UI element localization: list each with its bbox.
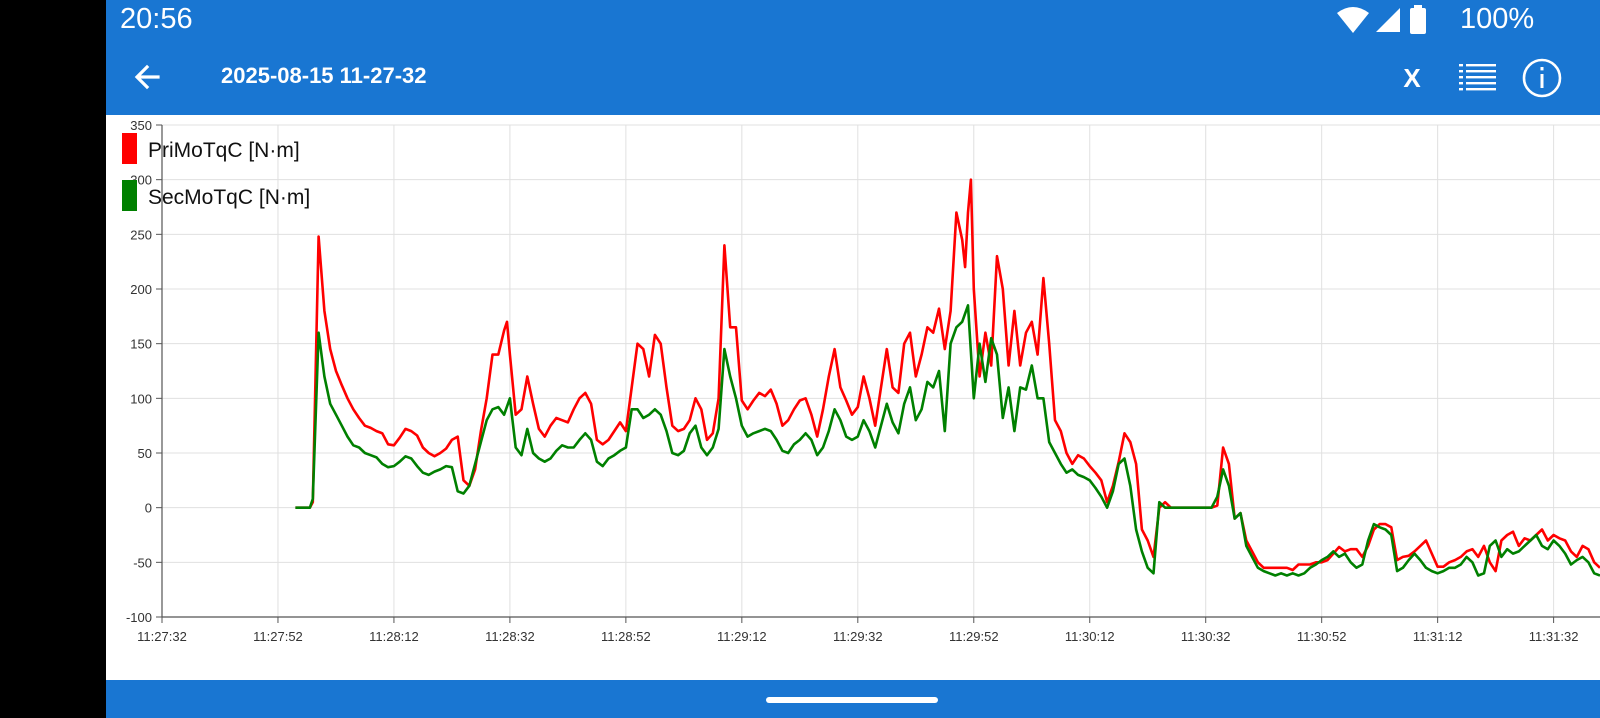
- x-tick-label: 11:28:32: [485, 629, 535, 644]
- grid: [161, 124, 1600, 618]
- info-button[interactable]: [1520, 56, 1564, 100]
- x-tick-label: 11:27:32: [137, 629, 187, 644]
- x-tick-label: 11:28:12: [369, 629, 419, 644]
- series-lines: [295, 178, 1600, 577]
- x-tick-label: 11:30:12: [1065, 629, 1115, 644]
- x-tick-label: 11:30:32: [1181, 629, 1231, 644]
- status-time: 20:56: [120, 3, 193, 35]
- x-tick-label: 11:30:52: [1297, 629, 1347, 644]
- list-button[interactable]: [1456, 56, 1500, 100]
- axes: [156, 124, 1600, 623]
- app-window: 20:56 100% 2025-08-15 11-27-32 X: [106, 0, 1600, 718]
- list-icon: [1459, 64, 1496, 91]
- x-tick-labels: 11:27:32 11:27:52 11:28:12 11:28:32 11:28:52…: [137, 629, 1578, 644]
- arrow-back-icon: [134, 64, 160, 90]
- y-tick-label: 250: [130, 227, 152, 242]
- x-tick-label: 11:31:32: [1529, 629, 1579, 644]
- y-tick-label: 50: [138, 446, 152, 461]
- y-tick-label: 200: [130, 282, 152, 297]
- legend-label: PriMoTqC [N·m]: [148, 139, 300, 162]
- cell-signal-icon: [1376, 8, 1400, 32]
- toolbar: 2025-08-15 11-27-32 X: [106, 40, 1600, 115]
- y-tick-label: 100: [130, 391, 152, 406]
- back-button[interactable]: [126, 55, 170, 99]
- legend-swatch: [122, 180, 137, 211]
- y-tick-label: 350: [130, 118, 152, 133]
- legend-swatch: [122, 133, 137, 164]
- x-axis-button[interactable]: X: [1403, 63, 1421, 93]
- series-line-1: [295, 178, 1600, 573]
- battery-icon: [1410, 5, 1426, 34]
- x-tick-label: 11:29:52: [949, 629, 999, 644]
- page-title: 2025-08-15 11-27-32: [221, 63, 427, 88]
- x-tick-label: 11:29:32: [833, 629, 883, 644]
- battery-percent: 100%: [1460, 3, 1535, 35]
- chart-area[interactable]: -100 -50 0 50 100 150 200 250 300 350 11:27:32 11:…: [106, 115, 1600, 680]
- series-line-2: [295, 304, 1600, 577]
- y-tick-label: -50: [133, 555, 152, 570]
- legend: PriMoTqC [N·m] SecMoTqC [N·m]: [122, 133, 310, 211]
- wifi-icon: [1337, 7, 1369, 33]
- info-icon: [1522, 58, 1562, 98]
- x-tick-label: 11:28:52: [601, 629, 651, 644]
- x-tick-label: 11:31:12: [1413, 629, 1463, 644]
- y-tick-label: 0: [145, 501, 152, 516]
- y-tick-label: 150: [130, 337, 152, 352]
- status-bar: 20:56 100%: [106, 0, 1600, 40]
- legend-label: SecMoTqC [N·m]: [148, 186, 310, 209]
- navigation-bar: [106, 680, 1600, 718]
- x-tick-label: 11:29:12: [717, 629, 767, 644]
- y-tick-label: -100: [126, 610, 152, 625]
- home-gesture-handle[interactable]: [766, 697, 938, 703]
- x-tick-label: 11:27:52: [253, 629, 303, 644]
